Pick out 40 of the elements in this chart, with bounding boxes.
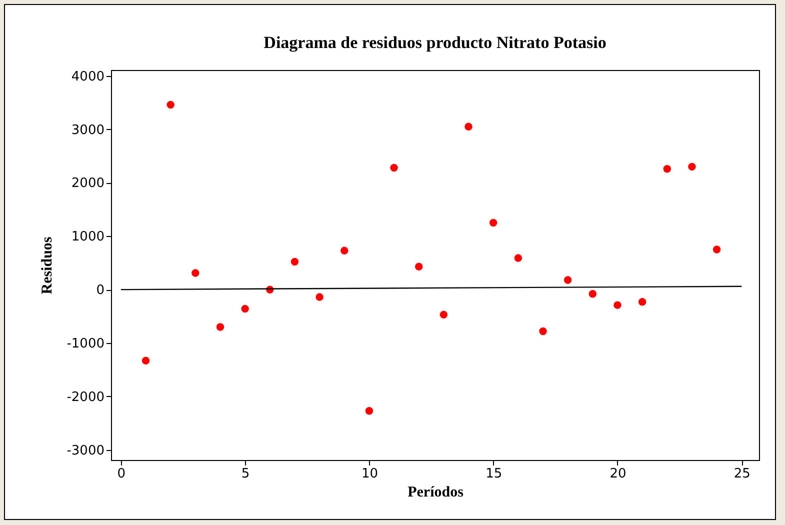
point <box>614 301 622 309</box>
x-tick-label: 5 <box>241 466 250 482</box>
y-tick-label: 2000 <box>71 176 104 192</box>
point <box>489 218 498 227</box>
y-tick-label: 3000 <box>71 122 104 138</box>
x-tick-label: 10 <box>361 466 378 482</box>
y-tick-label: 1000 <box>71 230 104 245</box>
point <box>663 164 672 173</box>
x-tick-label: 25 <box>734 466 750 482</box>
point <box>688 162 696 171</box>
x-axis-title: Períodos <box>408 484 464 500</box>
point <box>414 262 423 270</box>
point <box>390 164 398 172</box>
point <box>340 246 348 254</box>
point <box>464 122 472 130</box>
point <box>514 254 522 262</box>
point <box>588 290 597 298</box>
y-tick-label: -3000 <box>66 443 104 458</box>
x-tick-label: 20 <box>610 466 626 482</box>
chart-title: Diagrama de residuos producto Nitrato Potasio <box>264 32 606 52</box>
point <box>316 293 324 301</box>
y-tick-label: 4000 <box>71 69 104 84</box>
point <box>564 276 572 284</box>
point <box>142 356 150 364</box>
y-tick-label: -1000 <box>66 336 104 352</box>
y-tick-label: -2000 <box>66 390 104 405</box>
point <box>638 298 646 306</box>
point <box>539 327 547 336</box>
point <box>712 246 721 254</box>
point <box>440 310 448 319</box>
point <box>192 269 200 277</box>
y-tick-label: 0 <box>96 283 104 298</box>
y-axis-title: Residuos <box>40 236 56 294</box>
point <box>365 406 374 415</box>
point <box>166 100 174 109</box>
point <box>241 304 249 313</box>
x-tick-label: 0 <box>117 466 126 482</box>
x-tick-label: 15 <box>486 466 502 482</box>
point <box>216 323 224 331</box>
point <box>290 258 299 266</box>
